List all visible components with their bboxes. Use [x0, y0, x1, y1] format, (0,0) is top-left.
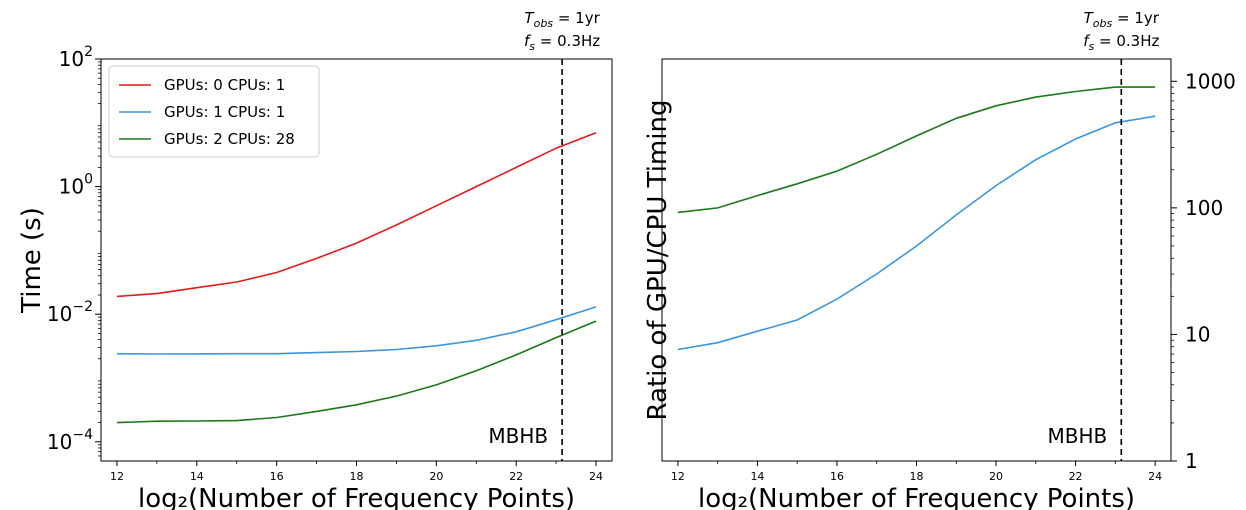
y-tick-label: 10: [1185, 322, 1210, 346]
x-tick-label: 12: [671, 470, 685, 483]
tobs-annotation: Tobs = 1yr: [1084, 9, 1160, 30]
fs-annotation: fs = 0.3Hz: [1083, 32, 1159, 53]
y-axis-label: Time (s): [17, 207, 47, 314]
legend-entry: GPUs: 0 CPUs: 1: [164, 76, 285, 94]
y-tick-label: 100: [1185, 196, 1223, 220]
chart-panel-2: 12 14 16 18 20 22 24 1 10 100 1000 log₂(Number of F…: [643, 9, 1236, 510]
mbhb-label: MBHB: [1048, 424, 1108, 448]
y-tick-label: 102: [59, 44, 93, 71]
legend: GPUs: 0 CPUs: 1 GPUs: 1 CPUs: 1 GPUs: 2 CP…: [108, 65, 320, 158]
x-axis-label: log₂(Number of Frequency Points): [698, 484, 1135, 510]
x-tick-label: 14: [190, 470, 204, 483]
series-line-1: [116, 131, 597, 298]
x-tick-label: 22: [1069, 470, 1083, 483]
mbhb-label: MBHB: [488, 424, 548, 448]
x-tick-label: 16: [830, 470, 844, 483]
tobs-annotation: Tobs = 1yr: [524, 9, 600, 30]
x-tick-label: 18: [350, 470, 364, 483]
x-tick-label: 22: [509, 470, 523, 483]
y-tick-label: 1: [1185, 449, 1198, 473]
x-tick-label: 24: [589, 470, 603, 483]
series-line-3: [116, 320, 597, 424]
x-axis-label: log₂(Number of Frequency Points): [138, 484, 575, 510]
x-tick-label: 24: [1148, 470, 1162, 483]
legend-entry: GPUs: 1 CPUs: 1: [164, 103, 285, 121]
legend-entry: GPUs: 2 CPUs: 28: [164, 130, 295, 148]
x-tick-label: 16: [270, 470, 284, 483]
plot-frame: [661, 58, 1172, 462]
fs-annotation: fs = 0.3Hz: [524, 32, 600, 53]
y-tick-label: 1000: [1185, 69, 1236, 93]
x-tick-label: 20: [989, 470, 1003, 483]
legend-box: [108, 65, 320, 158]
series-line-2: [116, 306, 597, 355]
y-tick-label: 100: [59, 172, 93, 199]
y-tick-label: 10−4: [47, 427, 93, 454]
y-axis-label: Ratio of GPU/CPU Timing: [643, 100, 673, 421]
chart-panel-1: 12 14 16 18 20 22 24 10−4 10−2 100 102 log₂(Number …: [17, 9, 613, 510]
y-tick-label: 10−2: [47, 299, 93, 326]
x-tick-label: 20: [429, 470, 443, 483]
series-line-2: [677, 115, 1156, 351]
x-tick-label: 14: [750, 470, 764, 483]
x-tick-label: 18: [910, 470, 924, 483]
series-line-1: [677, 86, 1156, 214]
x-tick-label: 12: [110, 470, 124, 483]
